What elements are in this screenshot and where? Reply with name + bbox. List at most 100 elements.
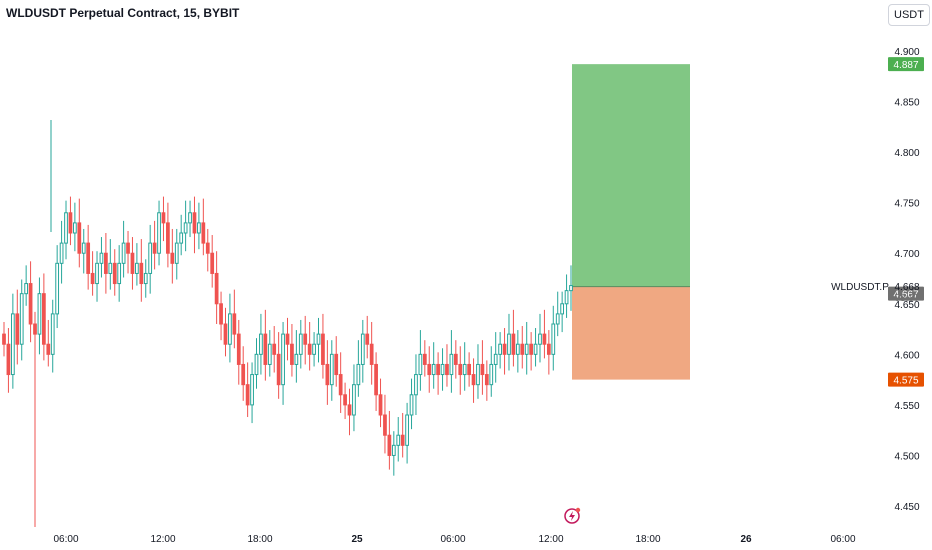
candle-body <box>414 374 418 396</box>
candle-body <box>307 343 312 355</box>
candle-body <box>321 333 325 365</box>
candle-body <box>560 303 565 315</box>
candle-body <box>484 374 489 386</box>
candle-body <box>267 343 272 365</box>
candle-body <box>112 262 117 285</box>
candle-body <box>241 363 246 386</box>
candle-body <box>418 353 423 376</box>
candle-body <box>55 262 60 315</box>
y-tick-label: 4.550 <box>894 401 919 412</box>
candle-body <box>50 313 55 355</box>
candle-body <box>108 262 113 274</box>
candle-body <box>95 262 99 285</box>
candle-body <box>245 384 250 406</box>
candle-body <box>281 333 285 386</box>
candle-body <box>325 363 330 386</box>
candle-body <box>59 242 64 264</box>
candle-body <box>166 222 170 254</box>
candle-body <box>551 323 556 355</box>
y-tick-label: 4.800 <box>894 148 919 159</box>
candle-body <box>502 343 507 355</box>
candle-body <box>427 363 432 376</box>
candle-body <box>219 303 223 325</box>
y-tick-label: 4.900 <box>894 47 919 58</box>
candle-body <box>170 252 175 264</box>
candle-body <box>449 353 454 376</box>
candle-body <box>90 272 95 285</box>
candle-body <box>515 343 520 355</box>
candle-body <box>507 333 511 355</box>
candle-body <box>533 343 538 355</box>
candle-body <box>77 222 82 254</box>
candle-body <box>263 333 268 365</box>
candle-body <box>174 242 179 264</box>
candle-body <box>205 242 210 254</box>
candle-body <box>81 242 86 254</box>
x-tick-label: 06:00 <box>830 534 855 545</box>
candle-body <box>458 363 463 376</box>
candle-body <box>524 343 529 355</box>
candle-body <box>405 414 409 446</box>
profit-zone[interactable] <box>572 64 690 287</box>
candle-body <box>546 343 551 355</box>
candle-body <box>290 343 294 365</box>
x-tick-label: 18:00 <box>247 534 272 545</box>
candle-body <box>228 313 232 345</box>
stop-zone[interactable] <box>572 286 690 380</box>
candle-body <box>272 343 277 355</box>
candle-body <box>334 353 339 376</box>
target-badge-label: 4.887 <box>893 60 918 71</box>
candle-body <box>201 222 206 244</box>
candle-body <box>391 444 396 456</box>
candle-body <box>360 333 365 365</box>
candle-body <box>254 353 259 376</box>
symbol-label: WLDUSDT.P <box>831 282 889 293</box>
candle-body <box>143 272 148 285</box>
candle-body <box>179 232 184 244</box>
candle-body <box>303 333 308 345</box>
candle-body <box>183 222 188 234</box>
candle-body <box>387 434 392 456</box>
candle-body <box>152 242 157 254</box>
x-tick-label: 12:00 <box>150 534 175 545</box>
candle-body <box>294 353 299 365</box>
currency-button[interactable]: USDT <box>888 4 930 26</box>
candle-body <box>285 333 290 345</box>
candle-body <box>130 252 135 274</box>
candle-body <box>139 262 144 285</box>
candle-body <box>329 353 334 386</box>
candle-body <box>148 242 153 274</box>
candle-body <box>480 363 485 376</box>
candle-body <box>46 343 51 355</box>
countdown-label: 08:37 <box>894 293 919 304</box>
x-tick-label: 06:00 <box>440 534 465 545</box>
candle-body <box>6 343 11 376</box>
x-tick-label: 06:00 <box>53 534 78 545</box>
x-tick-label: 26 <box>740 534 752 545</box>
current-badge-label: 4.667 <box>893 290 918 301</box>
y-tick-label: 4.850 <box>894 98 919 109</box>
candle-body <box>99 252 104 264</box>
candle-body <box>352 384 356 416</box>
candle-body <box>192 212 197 234</box>
candle-body <box>569 285 573 292</box>
candle-body <box>157 212 161 254</box>
y-tick-label: 4.650 <box>894 300 919 311</box>
lightning-icon[interactable] <box>564 507 581 524</box>
candle-body <box>64 212 68 244</box>
candle-body <box>197 222 201 234</box>
candle-body <box>383 414 387 436</box>
candle-body <box>33 323 37 335</box>
candle-body <box>338 374 343 396</box>
x-tick-label: 25 <box>351 534 363 545</box>
candle-body <box>445 363 449 376</box>
candle-body <box>343 394 347 406</box>
candle-body <box>24 283 29 295</box>
candle-body <box>369 343 374 365</box>
candle-body <box>564 290 569 305</box>
candle-body <box>121 242 126 264</box>
candle-body <box>374 363 378 396</box>
candle-body <box>232 313 237 335</box>
